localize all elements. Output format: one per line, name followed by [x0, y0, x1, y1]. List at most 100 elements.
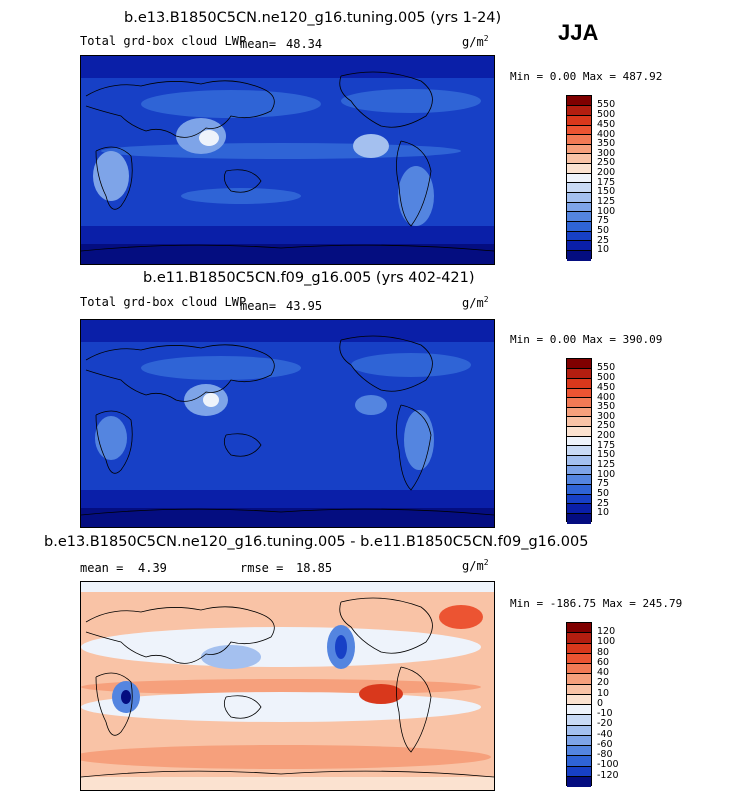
colorbar-swatch [567, 193, 591, 203]
colorbar-swatch [567, 494, 591, 505]
colorbar-swatch [567, 513, 591, 524]
colorbar-swatch [567, 96, 591, 107]
panel-2-colorbar-swatches [566, 358, 592, 524]
colorbar-swatch [567, 212, 591, 222]
colorbar-swatch [567, 436, 591, 447]
colorbar-tick-label: -10 [597, 708, 613, 719]
colorbar-swatch [567, 125, 591, 136]
colorbar-tick-label: 120 [597, 626, 616, 637]
colorbar-swatch [567, 746, 591, 757]
colorbar-swatch [567, 643, 591, 654]
colorbar-swatch [567, 735, 591, 746]
colorbar-tick-label: 175 [597, 440, 616, 451]
colorbar-tick-label: 80 [597, 647, 610, 658]
panel-2-title: b.e11.B1850C5CN.f09_g16.005 (yrs 402-421… [143, 270, 475, 286]
colorbar-swatch [567, 144, 591, 155]
colorbar-tick-label: 175 [597, 177, 616, 188]
colorbar-swatch [567, 183, 591, 194]
panel-2-map [80, 319, 495, 528]
colorbar-tick-label: 100 [597, 206, 616, 217]
colorbar-swatch [567, 725, 591, 736]
colorbar-tick-label: -80 [597, 749, 613, 760]
colorbar-tick-label: -60 [597, 739, 613, 750]
panel-2-mean-label: mean= [240, 299, 277, 313]
colorbar-swatch [567, 756, 591, 767]
season-label: JJA [558, 20, 599, 45]
colorbar-tick-label: 550 [597, 99, 616, 110]
colorbar-tick-label: 25 [597, 498, 610, 509]
panel-3-diff-field [81, 582, 494, 790]
panel-3-map [80, 581, 495, 791]
colorbar-tick-label: 200 [597, 430, 616, 441]
colorbar-swatch [567, 446, 591, 457]
colorbar-tick-label: 450 [597, 382, 616, 393]
colorbar-swatch [567, 241, 591, 251]
colorbar-swatch [567, 674, 591, 685]
colorbar-tick-label: 10 [597, 244, 610, 255]
colorbar-tick-label: 125 [597, 196, 616, 207]
colorbar-swatch [567, 484, 591, 495]
colorbar-tick-label: 300 [597, 148, 616, 159]
panel-1-map [80, 55, 495, 265]
panel-1-title: b.e13.B1850C5CN.ne120_g16.tuning.005 (yr… [124, 10, 502, 26]
panel-2-units: g/m2 [462, 295, 489, 310]
colorbar-swatch [567, 623, 591, 634]
colorbar-tick-label: 100 [597, 636, 616, 647]
panel-2-mean-value: 43.95 [286, 299, 323, 313]
panel-3-mean-label: mean = [80, 561, 124, 575]
colorbar-tick-label: 50 [597, 225, 610, 236]
colorbar-swatch [567, 427, 591, 437]
colorbar-swatch [567, 173, 591, 184]
colorbar-tick-label: 40 [597, 667, 610, 678]
colorbar-swatch [567, 106, 591, 116]
colorbar-tick-label: 350 [597, 401, 616, 412]
colorbar-swatch [567, 398, 591, 408]
colorbar-swatch [567, 202, 591, 213]
colorbar-tick-label: 450 [597, 119, 616, 130]
panel-1-lwp-field [81, 56, 494, 264]
colorbar-tick-label: 125 [597, 459, 616, 470]
colorbar-tick-label: -20 [597, 718, 613, 729]
colorbar-tick-label: 150 [597, 449, 616, 460]
colorbar-swatch [567, 456, 591, 466]
panel-1-units: g/m2 [462, 34, 489, 49]
colorbar-tick-label: 50 [597, 488, 610, 499]
panel-1-mean-label: mean= [240, 37, 277, 51]
panel-3-rmse-value: 18.85 [296, 561, 333, 575]
colorbar-swatch [567, 388, 591, 399]
colorbar-tick-label: 0 [597, 698, 604, 709]
panel-3-title: b.e13.B1850C5CN.ne120_g16.tuning.005 - b… [44, 534, 589, 550]
colorbar-swatch [567, 684, 591, 695]
colorbar-tick-label: 25 [597, 235, 610, 246]
colorbar-swatch [567, 164, 591, 174]
panel-2-minmax: Min = 0.00 Max = 390.09 [510, 333, 663, 346]
colorbar-tick-label: 200 [597, 167, 616, 178]
colorbar-swatch [567, 504, 591, 514]
colorbar-tick-label: 75 [597, 215, 610, 226]
colorbar-swatch [567, 407, 591, 418]
colorbar-swatch [567, 417, 591, 428]
colorbar-tick-label: 100 [597, 469, 616, 480]
colorbar-swatch [567, 715, 591, 726]
colorbar-tick-label: 250 [597, 157, 616, 168]
colorbar-tick-label: 10 [597, 507, 610, 518]
colorbar-swatch [567, 465, 591, 476]
colorbar-tick-label: 500 [597, 109, 616, 120]
colorbar-tick-label: 150 [597, 186, 616, 197]
panel-1-minmax: Min = 0.00 Max = 487.92 [510, 70, 663, 83]
colorbar-swatch [567, 664, 591, 675]
colorbar-swatch [567, 776, 591, 787]
panel-2-lwp-field [81, 320, 494, 527]
panel-1-mean-value: 48.34 [286, 37, 323, 51]
colorbar-swatch [567, 359, 591, 370]
colorbar-tick-label: 10 [597, 688, 610, 699]
colorbar-swatch [567, 154, 591, 165]
colorbar-swatch [567, 653, 591, 664]
colorbar-swatch [567, 378, 591, 389]
colorbar-tick-label: 20 [597, 677, 610, 688]
panel-1-colorbar-swatches [566, 95, 592, 261]
colorbar-swatch [567, 231, 591, 242]
colorbar-tick-label: -100 [597, 759, 619, 770]
colorbar-tick-label: -40 [597, 729, 613, 740]
colorbar-tick-label: 300 [597, 411, 616, 422]
